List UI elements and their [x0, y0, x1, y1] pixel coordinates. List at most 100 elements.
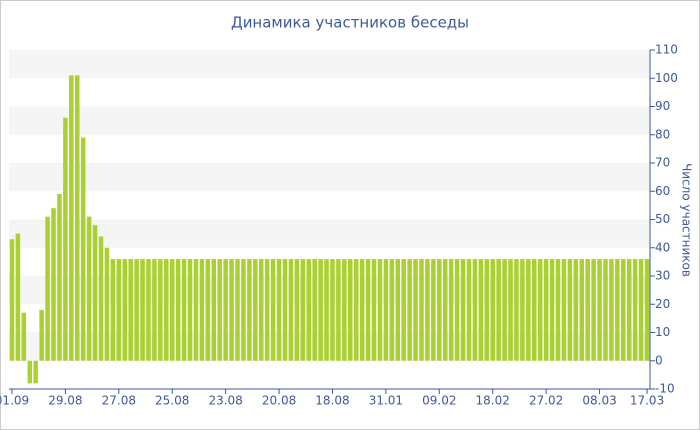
bar — [164, 259, 169, 361]
grid-band — [9, 163, 650, 192]
bar — [288, 259, 294, 361]
bar — [318, 259, 323, 361]
grid-band — [9, 332, 650, 361]
bar — [152, 259, 157, 361]
bar — [419, 259, 424, 361]
bar — [526, 259, 531, 361]
bar — [371, 259, 377, 361]
bar — [146, 259, 151, 361]
y-tick-label: 60 — [655, 184, 670, 198]
bar — [466, 259, 472, 361]
bar — [169, 259, 175, 361]
bar — [306, 259, 311, 361]
bar — [74, 75, 80, 361]
y-tick-label: 80 — [655, 127, 670, 141]
chart-title: Динамика участников беседы — [231, 14, 469, 32]
bar — [264, 259, 270, 361]
bar — [110, 259, 116, 361]
bar — [431, 259, 436, 361]
bar — [561, 259, 567, 361]
bar — [472, 259, 478, 361]
bar — [573, 259, 579, 361]
x-tick-label: 29.08 — [48, 394, 82, 408]
bar — [621, 259, 626, 361]
y-tick-label: 0 — [655, 353, 663, 367]
y-tick-label: 10 — [655, 325, 670, 339]
bar — [229, 259, 234, 361]
bar — [615, 259, 620, 361]
bar — [591, 259, 596, 361]
bar — [116, 259, 122, 361]
bar — [442, 259, 448, 361]
bar — [294, 259, 300, 361]
x-tick-label: 18.02 — [476, 394, 510, 408]
x-tick-label: 27.02 — [529, 394, 563, 408]
bar — [57, 194, 62, 361]
bar — [383, 259, 389, 361]
bar — [336, 259, 341, 361]
bar — [555, 259, 561, 361]
bar — [348, 259, 353, 361]
bar — [247, 259, 252, 361]
bar — [15, 233, 21, 361]
y-tick-label: 90 — [655, 99, 670, 113]
bar — [330, 259, 335, 361]
bar — [187, 259, 193, 361]
bar — [395, 259, 401, 361]
bar — [484, 259, 490, 361]
bar — [21, 312, 27, 361]
bar — [63, 117, 68, 361]
bar — [490, 259, 495, 361]
bar — [425, 259, 430, 361]
y-tick-label: 70 — [655, 156, 670, 170]
bar — [122, 259, 127, 361]
y-tick-label: 40 — [655, 240, 670, 254]
bar — [128, 259, 133, 361]
bar — [502, 259, 507, 361]
bar — [448, 259, 454, 361]
grid-band — [9, 106, 650, 135]
grid-band — [9, 276, 650, 305]
bar — [80, 137, 86, 361]
bar — [359, 259, 365, 361]
bar — [638, 259, 644, 361]
bar — [460, 259, 466, 361]
bar — [98, 236, 104, 361]
grid-band — [9, 219, 650, 248]
bar — [401, 259, 406, 361]
x-tick-label: 27.08 — [102, 394, 136, 408]
bar — [223, 259, 228, 361]
x-tick-label: 08.03 — [582, 394, 616, 408]
bar — [235, 259, 240, 361]
bar — [211, 259, 217, 361]
y-tick-label: 30 — [655, 269, 670, 283]
bar — [389, 259, 395, 361]
bar — [217, 259, 222, 361]
bar — [377, 259, 383, 361]
bar — [104, 247, 110, 361]
x-tick-label: 31.01 — [369, 394, 403, 408]
bar — [253, 259, 258, 361]
x-tick-label: 25.08 — [155, 394, 189, 408]
bar — [644, 259, 650, 361]
bar — [51, 208, 56, 361]
bar — [92, 225, 98, 361]
bar — [407, 259, 412, 361]
bar — [241, 259, 246, 361]
bar — [520, 259, 525, 361]
bar — [193, 259, 199, 361]
y-axis-label: Число участников — [680, 163, 694, 277]
bar — [454, 259, 460, 361]
y-tick-label: 110 — [655, 43, 678, 57]
bar — [140, 259, 145, 361]
x-tick-label: 17.03 — [630, 394, 664, 408]
bar — [478, 259, 484, 361]
bar — [312, 259, 317, 361]
bar — [585, 259, 590, 361]
bar — [508, 259, 513, 361]
bar — [205, 259, 211, 361]
bar — [199, 259, 205, 361]
grid-band — [9, 50, 650, 79]
bar — [609, 259, 614, 361]
